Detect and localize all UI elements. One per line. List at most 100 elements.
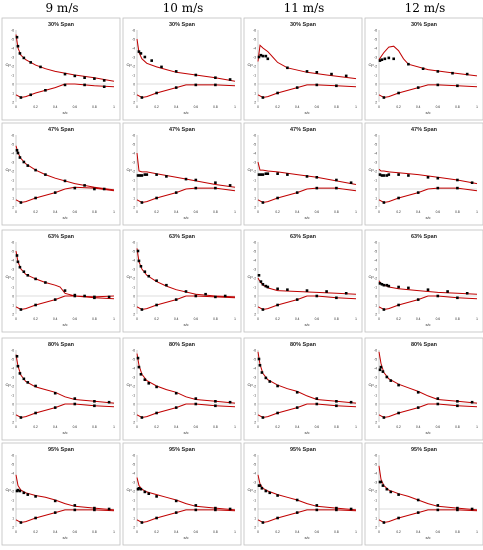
x-tick-label: 0 (15, 105, 17, 109)
experiment-point (257, 357, 261, 361)
y-tick-label: -5 (374, 357, 377, 361)
experiment-point (15, 35, 19, 39)
experiment-point (194, 83, 198, 87)
x-axis-label: x/c (62, 322, 67, 327)
y-tick-label: 1 (133, 91, 135, 95)
experiment-point (382, 308, 386, 311)
y-tick-label: -3 (11, 267, 14, 271)
experiment-point (268, 380, 272, 383)
experiment-point (18, 489, 22, 493)
experiment-point (264, 172, 268, 175)
experiment-point (276, 172, 279, 175)
experiment-point (397, 173, 400, 176)
column-header: 9 m/s (45, 1, 79, 15)
x-tick-label: 0.8 (455, 210, 460, 214)
y-tick-label: -4 (374, 46, 377, 50)
x-tick-label: 0.4 (295, 210, 300, 214)
experiment-point (155, 196, 158, 200)
y-tick-label: 2 (254, 100, 256, 104)
y-tick-label: 0 (133, 402, 135, 406)
experiment-point (305, 70, 309, 73)
y-tick-label: 2 (133, 420, 135, 424)
experiment-point (436, 504, 440, 507)
y-tick-label: 0 (12, 82, 14, 86)
experiment-point (416, 498, 420, 502)
x-tick-label: 0.8 (334, 317, 339, 321)
y-tick-label: -5 (11, 357, 14, 361)
x-tick-label: 0.4 (174, 105, 179, 109)
x-tick-label: 0.6 (436, 210, 441, 214)
experiment-point (174, 511, 178, 514)
experiment-point (261, 96, 265, 99)
x-tick-label: 0.6 (194, 530, 199, 534)
experiment-point (155, 279, 158, 282)
x-tick-label: 1 (476, 210, 478, 214)
y-tick-label: -4 (253, 46, 256, 50)
panel-frame (1, 229, 121, 333)
experiment-point (381, 370, 385, 373)
experiment-point (436, 294, 440, 298)
y-tick-label: -4 (11, 258, 14, 262)
y-tick-label: -6 (374, 348, 377, 352)
experiment-point (266, 285, 270, 289)
y-tick-label: 2 (375, 420, 377, 424)
x-tick-label: 0.6 (194, 317, 199, 321)
y-axis-label: Cp (5, 62, 11, 67)
experiment-point (397, 91, 400, 95)
x-axis-label: x/c (183, 215, 188, 220)
experiment-point (73, 186, 77, 190)
experiment-point (174, 86, 178, 89)
y-tick-label: -2 (11, 64, 14, 68)
x-tick-label: 0.2 (275, 425, 280, 429)
x-tick-label: 0 (257, 530, 259, 534)
y-tick-label: 2 (133, 312, 135, 316)
experiment-point (295, 191, 299, 194)
y-tick-label: -1 (132, 178, 135, 182)
x-tick-label: 0.2 (275, 210, 280, 214)
experiment-point (93, 404, 96, 408)
experiment-point (16, 488, 20, 492)
experiment-point (335, 84, 338, 88)
y-tick-label: -6 (253, 28, 256, 32)
y-tick-label: -4 (11, 366, 14, 370)
y-tick-label: -3 (374, 160, 377, 164)
panel-frame (122, 17, 242, 121)
y-tick-label: -6 (374, 133, 377, 137)
experiment-point (102, 79, 106, 82)
y-tick-label: 2 (12, 420, 14, 424)
experiment-point (259, 173, 263, 176)
experiment-point (155, 516, 158, 520)
x-tick-label: 0 (378, 105, 380, 109)
x-tick-label: 0.4 (174, 210, 179, 214)
experiment-point (397, 493, 400, 496)
panel-frame (364, 337, 483, 441)
y-tick-label: 1 (254, 411, 256, 415)
x-tick-label: 0.2 (154, 210, 159, 214)
x-tick-label: 0.8 (334, 210, 339, 214)
x-tick-label: 0.2 (33, 210, 38, 214)
experiment-point (140, 96, 144, 99)
x-axis-label: x/c (304, 110, 309, 115)
experiment-point (397, 383, 400, 387)
y-axis-label: Cp (126, 487, 132, 492)
experiment-point (378, 59, 382, 62)
experiment-point (259, 53, 263, 57)
experiment-point (140, 521, 144, 524)
experiment-point (214, 83, 217, 87)
y-axis-label: Cp (368, 62, 374, 67)
experiment-point (379, 365, 383, 369)
experiment-point (416, 406, 420, 409)
experiment-point (260, 487, 264, 490)
experiment-point (63, 72, 67, 76)
experiment-point (456, 296, 459, 300)
experiment-point (155, 495, 158, 498)
experiment-point (83, 184, 86, 187)
experiment-point (204, 292, 207, 296)
experiment-point (140, 174, 144, 177)
